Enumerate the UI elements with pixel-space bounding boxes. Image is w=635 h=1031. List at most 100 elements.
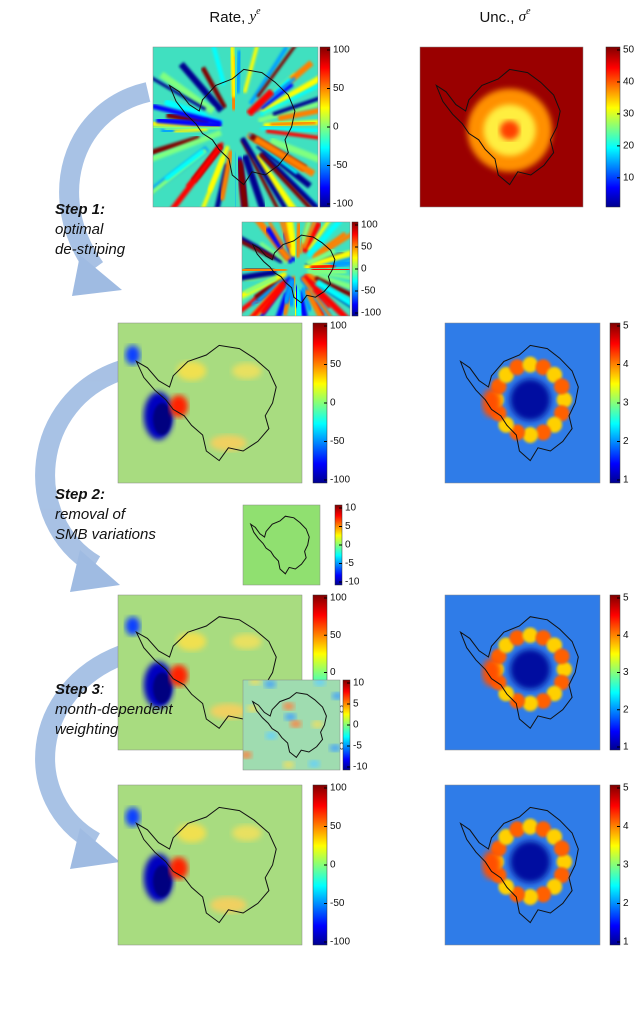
- blob: [535, 424, 552, 441]
- coastline: [136, 617, 276, 729]
- stripe: [257, 101, 318, 123]
- stripe: [294, 222, 303, 258]
- map-panel: 10 5 0 -5 -10: [242, 678, 368, 773]
- blob: [176, 361, 207, 381]
- map-panel: 100 50 0 -50 -100: [117, 783, 350, 948]
- blob: [522, 818, 538, 835]
- blob: [498, 366, 514, 383]
- colorbar-tick-label: -100: [330, 937, 350, 948]
- stripe: [153, 123, 193, 132]
- stripe: [259, 84, 318, 117]
- colorbar-tick-label: -100: [361, 308, 381, 319]
- map: [420, 47, 583, 207]
- blob: [313, 680, 326, 686]
- colorbar-tick-label: -100: [330, 475, 350, 486]
- stripe: [244, 276, 278, 295]
- colorbar-tick-label: 0: [330, 860, 336, 871]
- step-description: optimal: [55, 221, 104, 238]
- stripe: [270, 120, 317, 127]
- blob: [176, 632, 207, 651]
- blob: [499, 120, 520, 140]
- coastline: [436, 69, 560, 184]
- stripe: [302, 222, 316, 249]
- coastline: [136, 807, 276, 922]
- blob: [509, 821, 525, 838]
- stripe: [267, 222, 285, 248]
- step-heading-suffix: :: [100, 681, 104, 698]
- step-heading-text: Step 3: [55, 681, 101, 698]
- stripe: [272, 96, 318, 117]
- colorbar-tick-label: -10: [345, 577, 360, 588]
- stripe: [170, 144, 223, 207]
- stripe: [235, 50, 243, 94]
- stripe: [259, 151, 318, 207]
- colorbar-tick-label: 0: [333, 122, 339, 133]
- blob: [509, 886, 525, 903]
- colorbar-tick-label: 0: [353, 720, 359, 731]
- blob: [535, 359, 552, 376]
- blob: [210, 435, 247, 451]
- stripe: [242, 47, 259, 94]
- coastline: [253, 693, 327, 758]
- stripe: [211, 47, 227, 86]
- colorbar-tick-label: 3: [623, 398, 629, 409]
- header-text: Rate,: [209, 9, 249, 26]
- blob: [556, 853, 573, 870]
- stripe: [159, 71, 216, 114]
- blob: [546, 685, 563, 702]
- stripe: [163, 98, 207, 120]
- colorbar-tick-label: 1: [623, 742, 629, 753]
- arrowheads: [70, 255, 122, 869]
- stripe: [282, 278, 296, 305]
- coastline: [461, 807, 579, 922]
- colorbar-tick-label: 30: [623, 109, 635, 120]
- blob: [556, 391, 573, 408]
- blob: [329, 744, 340, 752]
- step-description: weighting: [55, 721, 119, 738]
- stripe: [264, 225, 284, 250]
- map-frame: [419, 46, 584, 208]
- blob: [482, 388, 501, 418]
- map-frame: [444, 784, 601, 946]
- stripe: [241, 154, 266, 207]
- colorbar-tick-label: 0: [361, 264, 367, 275]
- blob: [535, 821, 552, 838]
- blob: [498, 828, 514, 845]
- stripe: [304, 289, 324, 316]
- blob: [546, 366, 563, 383]
- stripe: [265, 129, 318, 140]
- blob: [125, 616, 141, 636]
- blob: [125, 345, 141, 365]
- coastline: [251, 516, 310, 574]
- coastline: [253, 235, 335, 303]
- blob: [510, 841, 551, 883]
- colorbar-tick-label: -5: [353, 741, 362, 752]
- map-frame: [242, 504, 321, 586]
- blob: [289, 720, 302, 728]
- stripe: [156, 117, 222, 129]
- blob: [482, 658, 501, 687]
- arrow: [59, 82, 151, 274]
- map-frame: [241, 221, 351, 317]
- stripe: [237, 159, 249, 207]
- colorbar-tick-label: 50: [330, 630, 342, 641]
- stripe: [259, 282, 287, 315]
- step-heading-text: Step 1:: [55, 201, 105, 218]
- blob: [546, 416, 563, 433]
- stripe: [269, 137, 318, 163]
- blob: [152, 403, 172, 435]
- blob: [522, 889, 538, 905]
- arrow: [35, 645, 126, 851]
- blob: [535, 630, 552, 646]
- blob: [546, 878, 563, 895]
- blob: [535, 693, 552, 709]
- blob: [556, 661, 573, 678]
- blob: [510, 649, 551, 690]
- map-frame: [152, 46, 319, 208]
- map-frame: [242, 679, 341, 771]
- map-frame: [444, 322, 601, 484]
- blob: [152, 672, 172, 704]
- colorbar-tick-label: 100: [333, 45, 350, 56]
- stripe: [246, 88, 275, 117]
- map-panel: 10 5 0 -5 -10: [242, 503, 360, 588]
